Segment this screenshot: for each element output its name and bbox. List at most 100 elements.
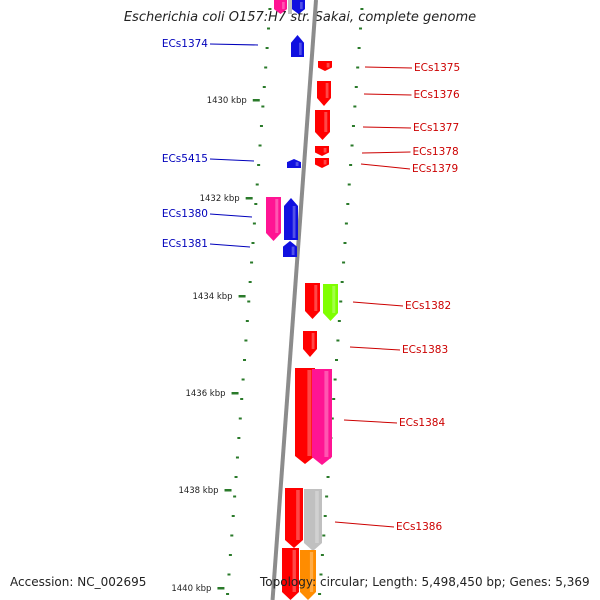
tick-mark-right [319,573,323,576]
gene-block-top-pink [274,0,287,14]
kbp-tick [245,197,253,200]
gene-ECs1384-shade [324,371,329,457]
tick-mark-right [356,66,360,69]
tick-mark-right [332,398,336,400]
gene-ECs1384 [312,369,332,465]
tick-mark-left [254,203,258,205]
gene-ECs1383-shade [311,333,315,349]
tick-mark-left [258,144,262,147]
gene-ECs1377-shade [324,112,328,132]
tick-mark-left [250,261,254,264]
tick-mark-right [360,8,364,10]
tick-mark-right [347,183,351,186]
tick-mark-right [350,144,354,147]
left-label-connector [209,243,251,248]
right-label-connector [360,163,411,170]
tick-mark-right [344,222,348,225]
tick-mark-right [323,515,327,517]
right-label-connector [334,521,395,528]
left-gene-label: ECs1380 [162,208,208,220]
kbp-label: 1440 kbp [171,584,211,594]
gene-block-top-blue [292,0,305,14]
gene-ECs1382-red-shade [314,285,318,311]
gene-bottom-orange [300,550,316,600]
gene-ECs1378-shade [323,148,327,153]
gene-ECs1381-shade [291,246,295,255]
genome-backbone-line [270,0,318,600]
tick-mark-left [235,456,239,459]
kbp-label: 1430 kbp [207,96,247,106]
tick-mark-right [354,86,358,88]
tick-mark-left [237,437,241,439]
tick-mark-left [241,378,245,381]
kbp-tick [238,295,246,298]
right-gene-label: ECs1378 [413,146,459,158]
tick-mark-right [322,534,326,537]
tick-mark-left [243,359,247,361]
tick-mark-left [238,417,242,420]
tick-mark-left [234,476,238,478]
tick-mark-left [231,515,235,517]
left-label-connector [209,213,253,218]
gene-pink-1380-pair-shade [275,199,279,233]
right-gene-label: ECs1376 [414,89,460,101]
kbp-label: 1434 kbp [193,292,233,302]
tick-mark-left [226,593,230,595]
gene-ECs1383 [303,331,317,357]
gene-bottom-red [282,548,299,600]
gene-ECs1375 [318,61,332,71]
tick-mark-right [340,281,344,283]
tick-mark-left [230,534,234,537]
gene-ECs1386-red-shade [296,490,300,540]
tick-mark-right [320,554,324,556]
tick-mark-left [228,554,232,556]
gene-bottom-red-shade [292,550,296,592]
tick-mark-left [259,125,263,127]
right-label-connector [352,301,404,307]
tick-mark-right [318,593,322,595]
right-label-connector [363,93,412,96]
tick-mark-left [264,66,268,69]
tick-mark-right [330,417,334,420]
tick-mark-right [337,320,341,322]
right-gene-label: ECs1377 [413,122,459,134]
tick-mark-right [357,47,361,49]
tick-mark-right [349,164,353,166]
tick-mark-left [240,398,244,400]
tick-mark-right [346,203,350,205]
right-gene-label: ECs1375 [414,62,460,74]
tick-mark-right [335,359,339,361]
tick-mark-right [333,378,337,381]
right-gene-label: ECs1379 [412,163,458,175]
gene-ECs5415-shade [295,162,299,166]
gene-ECs1376 [317,81,331,106]
tick-mark-right [343,242,347,244]
tick-mark-right [353,105,357,108]
genome-summary-text: Topology: circular; Length: 5,498,450 bp… [260,575,590,589]
tick-mark-left [265,47,269,49]
left-gene-label: ECs1374 [162,38,208,50]
gene-ECs1376-shade [325,83,329,98]
tick-mark-right [351,125,355,127]
gene-ECs1382-shade [332,286,336,313]
tick-mark-right [342,261,346,264]
gene-block-top-pink-shade [282,2,285,10]
tick-mark-left [244,339,248,342]
gene-ECs1382 [323,284,338,321]
kbp-label: 1432 kbp [200,194,240,204]
gene-ECs1379-shade [323,160,327,165]
gene-ECs1378 [315,146,329,156]
right-label-connector [362,126,412,129]
gene-ECs1380-shade [292,206,296,238]
gene-ECs1381 [283,241,297,257]
tick-mark-left [252,222,256,225]
tick-mark-left [227,573,231,576]
left-gene-label: ECs5415 [162,153,208,165]
tick-mark-left [255,183,259,186]
gene-ECs1386-shade [315,491,319,543]
gene-block-top-blue-shade [300,2,303,10]
tick-mark-right [325,495,329,498]
right-label-connector [343,419,398,424]
gene-ECs1384-red-shade [307,370,312,456]
right-gene-label: ECs1384 [399,417,445,429]
